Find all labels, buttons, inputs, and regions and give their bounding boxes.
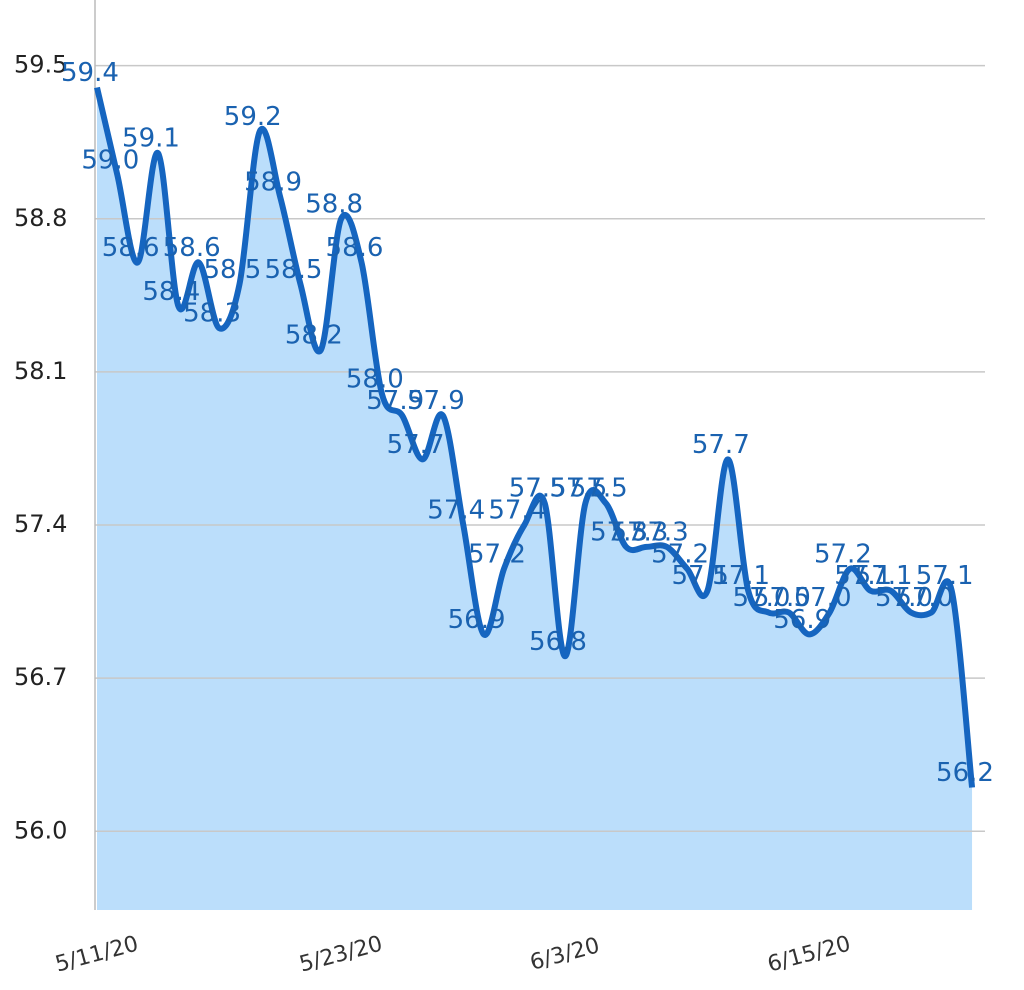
value-label: 57.0	[875, 583, 933, 613]
value-label: 57.0	[753, 583, 811, 613]
y-tick-label: 56.7	[14, 663, 67, 691]
value-label: 57.1	[855, 561, 913, 591]
value-label: 57.4	[427, 496, 485, 526]
value-label: 59.2	[224, 102, 282, 132]
value-label: 57.0	[733, 583, 791, 613]
value-label: 57.7	[387, 430, 445, 460]
value-label: 58.4	[142, 277, 200, 307]
value-label: 57.1	[712, 561, 770, 591]
x-tick-label: 6/15/20	[765, 931, 853, 977]
value-label: 58.0	[346, 364, 404, 394]
value-label: 57.7	[692, 430, 750, 460]
value-label: 57.3	[610, 517, 668, 547]
value-label: 57.2	[468, 539, 526, 569]
area-fill	[97, 87, 973, 910]
value-label: 57.1	[916, 561, 974, 591]
value-label: 57.5	[509, 474, 567, 504]
value-label: 57.5	[549, 474, 607, 504]
value-label: 57.3	[631, 517, 689, 547]
value-label: 56.2	[936, 758, 994, 788]
value-label: 57.9	[407, 386, 465, 416]
value-label: 57.2	[651, 539, 709, 569]
value-label: 57.1	[834, 561, 892, 591]
value-label: 58.8	[305, 189, 363, 219]
y-tick-label: 58.8	[14, 204, 67, 232]
value-label: 59.1	[122, 124, 180, 154]
x-tick-label: 5/11/20	[53, 931, 141, 977]
value-label: 56.9	[448, 605, 506, 635]
value-label: 57.3	[590, 517, 648, 547]
value-label: 59.4	[61, 58, 119, 88]
value-label: 57.5	[570, 474, 628, 504]
value-label: 58.6	[163, 233, 221, 263]
line	[94, 86, 976, 788]
value-label: 57.1	[672, 561, 730, 591]
value-label: 57.4	[488, 496, 546, 526]
value-label: 58.5	[265, 255, 323, 285]
value-label: 58.2	[285, 321, 343, 351]
value-label: 57.2	[814, 539, 872, 569]
x-tick-label: 5/23/20	[297, 931, 385, 977]
value-label: 58.9	[244, 167, 302, 197]
value-label: 59.0	[81, 146, 139, 176]
value-label: 58.3	[183, 299, 241, 329]
value-label: 57.9	[366, 386, 424, 416]
y-tick-label: 58.1	[14, 357, 67, 385]
value-label: 57.0	[895, 583, 953, 613]
value-label: 57.0	[794, 583, 852, 613]
value-label: 58.6	[326, 233, 384, 263]
y-tick-label: 57.4	[14, 510, 67, 538]
value-label: 56.8	[529, 627, 587, 657]
value-label: 58.6	[102, 233, 160, 263]
y-tick-label: 59.5	[14, 51, 67, 79]
y-tick-label: 56.0	[14, 816, 67, 844]
value-label: 56.9	[773, 605, 831, 635]
value-label: 58.5	[203, 255, 261, 285]
x-tick-label: 6/3/20	[527, 933, 602, 975]
